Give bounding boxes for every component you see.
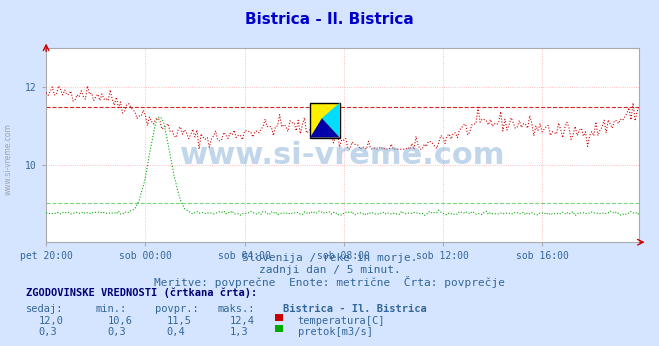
Text: zadnji dan / 5 minut.: zadnji dan / 5 minut.: [258, 265, 401, 275]
Text: 10,6: 10,6: [107, 316, 132, 326]
Text: Meritve: povprečne  Enote: metrične  Črta: povprečje: Meritve: povprečne Enote: metrične Črta:…: [154, 276, 505, 288]
Text: 0,3: 0,3: [38, 327, 57, 337]
Text: 1,3: 1,3: [229, 327, 248, 337]
Text: Bistrica - Il. Bistrica: Bistrica - Il. Bistrica: [245, 12, 414, 27]
Text: 11,5: 11,5: [167, 316, 192, 326]
Text: 12,0: 12,0: [38, 316, 63, 326]
Polygon shape: [310, 118, 340, 138]
Text: Bistrica - Il. Bistrica: Bistrica - Il. Bistrica: [283, 304, 427, 314]
Polygon shape: [322, 103, 340, 138]
Text: pretok[m3/s]: pretok[m3/s]: [298, 327, 373, 337]
Text: www.si-vreme.com: www.si-vreme.com: [3, 123, 13, 195]
Text: 0,4: 0,4: [167, 327, 185, 337]
Text: povpr.:: povpr.:: [155, 304, 198, 314]
Text: 12,4: 12,4: [229, 316, 254, 326]
Text: temperatura[C]: temperatura[C]: [298, 316, 386, 326]
Text: Slovenija / reke in morje.: Slovenija / reke in morje.: [242, 253, 417, 263]
Text: ZGODOVINSKE VREDNOSTI (črtkana črta):: ZGODOVINSKE VREDNOSTI (črtkana črta):: [26, 287, 258, 298]
Text: maks.:: maks.:: [217, 304, 255, 314]
Text: sedaj:: sedaj:: [26, 304, 64, 314]
Text: min.:: min.:: [96, 304, 127, 314]
Text: 0,3: 0,3: [107, 327, 126, 337]
FancyBboxPatch shape: [310, 103, 340, 138]
Text: www.si-vreme.com: www.si-vreme.com: [180, 140, 505, 170]
